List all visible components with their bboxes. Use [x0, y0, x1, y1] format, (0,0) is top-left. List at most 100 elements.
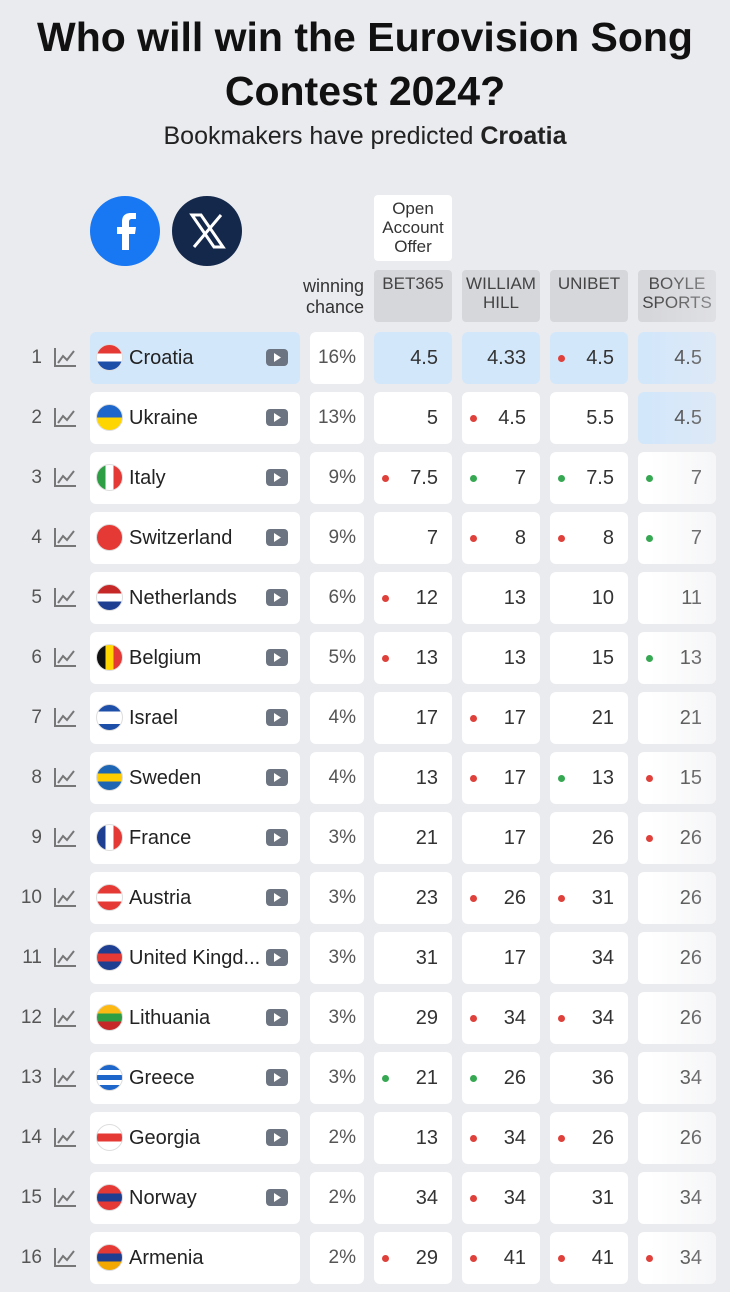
video-icon[interactable] — [266, 709, 288, 726]
odds-cell[interactable]: 13 — [374, 752, 452, 804]
odds-cell[interactable]: 26 — [638, 1112, 716, 1164]
odds-cell[interactable]: 8 — [550, 512, 628, 564]
trend-icon[interactable] — [53, 766, 77, 788]
odds-cell[interactable]: 4.5 — [374, 332, 452, 384]
trend-icon[interactable] — [53, 586, 77, 608]
video-icon[interactable] — [266, 1009, 288, 1026]
video-icon[interactable] — [266, 829, 288, 846]
trend-icon[interactable] — [53, 646, 77, 668]
trend-icon[interactable] — [53, 1066, 77, 1088]
odds-cell[interactable]: 13 — [374, 1112, 452, 1164]
odds-cell[interactable]: 21 — [550, 692, 628, 744]
odds-cell[interactable]: 26 — [638, 872, 716, 924]
odds-cell[interactable]: 26 — [638, 992, 716, 1044]
odds-cell[interactable]: 21 — [374, 812, 452, 864]
odds-cell[interactable]: 7 — [638, 512, 716, 564]
odds-cell[interactable]: 15 — [550, 632, 628, 684]
video-icon[interactable] — [266, 769, 288, 786]
odds-cell[interactable]: 7.5 — [374, 452, 452, 504]
trend-icon[interactable] — [53, 466, 77, 488]
country-cell[interactable]: Switzerland — [90, 512, 300, 564]
trend-icon[interactable] — [53, 946, 77, 968]
odds-cell[interactable]: 34 — [374, 1172, 452, 1224]
country-cell[interactable]: Sweden — [90, 752, 300, 804]
country-cell[interactable]: United Kingd... — [90, 932, 300, 984]
video-icon[interactable] — [266, 529, 288, 546]
odds-cell[interactable]: 34 — [550, 932, 628, 984]
trend-icon[interactable] — [53, 1246, 77, 1268]
odds-cell[interactable]: 34 — [550, 992, 628, 1044]
odds-cell[interactable]: 17 — [462, 932, 540, 984]
odds-cell[interactable]: 10 — [550, 572, 628, 624]
odds-cell[interactable]: 7 — [638, 452, 716, 504]
country-cell[interactable]: Croatia — [90, 332, 300, 384]
odds-cell[interactable]: 23 — [374, 872, 452, 924]
odds-cell[interactable]: 11 — [638, 572, 716, 624]
odds-cell[interactable]: 36 — [550, 1052, 628, 1104]
odds-cell[interactable]: 29 — [374, 1232, 452, 1284]
odds-cell[interactable]: 26 — [550, 1112, 628, 1164]
trend-icon[interactable] — [53, 886, 77, 908]
odds-cell[interactable]: 29 — [374, 992, 452, 1044]
bookmaker-header[interactable]: BET365 — [374, 270, 452, 322]
odds-cell[interactable]: 17 — [462, 812, 540, 864]
country-cell[interactable]: Norway — [90, 1172, 300, 1224]
odds-cell[interactable]: 34 — [462, 1172, 540, 1224]
country-cell[interactable]: Ukraine — [90, 392, 300, 444]
odds-cell[interactable]: 4.5 — [638, 392, 716, 444]
odds-cell[interactable]: 12 — [374, 572, 452, 624]
odds-cell[interactable]: 5 — [374, 392, 452, 444]
video-icon[interactable] — [266, 589, 288, 606]
odds-cell[interactable]: 17 — [462, 692, 540, 744]
odds-cell[interactable]: 31 — [550, 1172, 628, 1224]
odds-cell[interactable]: 17 — [462, 752, 540, 804]
odds-cell[interactable]: 26 — [638, 812, 716, 864]
odds-cell[interactable]: 13 — [550, 752, 628, 804]
country-cell[interactable]: Netherlands — [90, 572, 300, 624]
country-cell[interactable]: Austria — [90, 872, 300, 924]
odds-cell[interactable]: 8 — [462, 512, 540, 564]
bookmaker-header[interactable]: UNIBET — [550, 270, 628, 322]
video-icon[interactable] — [266, 649, 288, 666]
odds-cell[interactable]: 17 — [374, 692, 452, 744]
video-icon[interactable] — [266, 409, 288, 426]
odds-cell[interactable]: 34 — [462, 992, 540, 1044]
odds-cell[interactable]: 4.33 — [462, 332, 540, 384]
odds-cell[interactable]: 34 — [638, 1172, 716, 1224]
odds-cell[interactable]: 31 — [550, 872, 628, 924]
trend-icon[interactable] — [53, 1186, 77, 1208]
odds-cell[interactable]: 13 — [462, 632, 540, 684]
trend-icon[interactable] — [53, 526, 77, 548]
country-cell[interactable]: France — [90, 812, 300, 864]
trend-icon[interactable] — [53, 1006, 77, 1028]
video-icon[interactable] — [266, 949, 288, 966]
bookmaker-header[interactable]: BOYLE SPORTS — [638, 270, 716, 322]
video-icon[interactable] — [266, 1189, 288, 1206]
trend-icon[interactable] — [53, 346, 77, 368]
video-icon[interactable] — [266, 1129, 288, 1146]
odds-cell[interactable]: 41 — [462, 1232, 540, 1284]
country-cell[interactable]: Georgia — [90, 1112, 300, 1164]
odds-cell[interactable]: 7 — [462, 452, 540, 504]
odds-cell[interactable]: 26 — [462, 1052, 540, 1104]
odds-cell[interactable]: 4.5 — [638, 332, 716, 384]
odds-cell[interactable]: 7.5 — [550, 452, 628, 504]
odds-cell[interactable]: 21 — [374, 1052, 452, 1104]
odds-cell[interactable]: 4.5 — [550, 332, 628, 384]
odds-cell[interactable]: 34 — [462, 1112, 540, 1164]
odds-cell[interactable]: 41 — [550, 1232, 628, 1284]
odds-cell[interactable]: 26 — [638, 932, 716, 984]
trend-icon[interactable] — [53, 1126, 77, 1148]
offer-label[interactable]: Open Account Offer — [374, 195, 452, 261]
odds-cell[interactable]: 34 — [638, 1232, 716, 1284]
odds-cell[interactable]: 7 — [374, 512, 452, 564]
video-icon[interactable] — [266, 469, 288, 486]
odds-cell[interactable]: 26 — [462, 872, 540, 924]
odds-cell[interactable]: 26 — [550, 812, 628, 864]
trend-icon[interactable] — [53, 706, 77, 728]
odds-cell[interactable]: 4.5 — [462, 392, 540, 444]
trend-icon[interactable] — [53, 406, 77, 428]
country-cell[interactable]: Israel — [90, 692, 300, 744]
country-cell[interactable]: Armenia — [90, 1232, 300, 1284]
odds-cell[interactable]: 13 — [374, 632, 452, 684]
